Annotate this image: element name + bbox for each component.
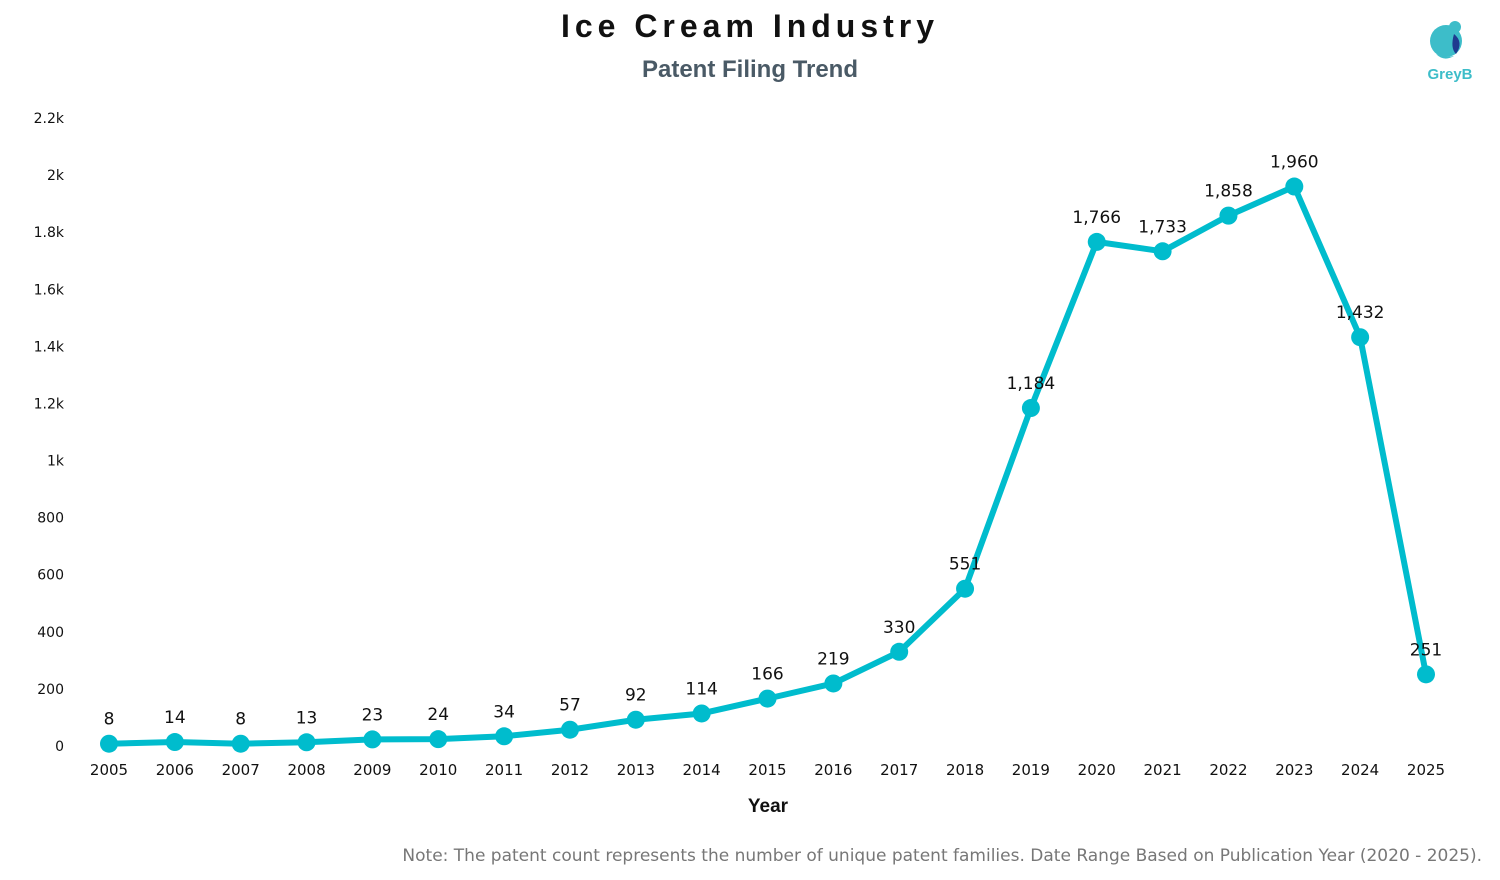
data-label-2024: 1,432: [1336, 303, 1385, 323]
data-label-2010: 24: [427, 705, 449, 725]
x-tick-label: 2006: [156, 761, 194, 779]
y-tick-label: 1k: [47, 454, 65, 470]
data-point-2008[interactable]: [297, 733, 316, 752]
x-tick-label: 2018: [946, 761, 984, 779]
data-point-2018[interactable]: [956, 579, 975, 598]
data-point-2021[interactable]: [1153, 242, 1172, 261]
x-tick-label: 2023: [1275, 761, 1313, 779]
x-tick-label: 2019: [1012, 761, 1050, 779]
data-label-2021: 1,733: [1138, 217, 1187, 237]
data-label-2018: 551: [949, 555, 981, 575]
y-tick-label: 1.8k: [34, 225, 65, 241]
logo-text: GreyB: [1427, 66, 1473, 83]
data-label-2023: 1,960: [1270, 153, 1319, 173]
series-patent-families: [106, 183, 1429, 747]
data-label-2008: 13: [296, 708, 318, 728]
data-label-2016: 219: [817, 649, 849, 669]
y-tick-label: 600: [37, 568, 64, 584]
data-label-2025: 251: [1410, 640, 1442, 660]
y-tick-label: 2k: [47, 168, 65, 184]
data-point-2020[interactable]: [1087, 232, 1106, 251]
x-tick-label: 2010: [419, 761, 457, 779]
data-point-2011[interactable]: [495, 727, 514, 746]
data-point-2019[interactable]: [1021, 399, 1040, 418]
data-points: [100, 177, 1435, 753]
chart-title: Ice Cream Industry: [560, 8, 940, 44]
data-point-2006[interactable]: [165, 733, 184, 752]
data-label-2020: 1,766: [1072, 208, 1121, 228]
x-tick-label: 2009: [353, 761, 391, 779]
x-tick-label: 2020: [1078, 761, 1116, 779]
data-point-2016[interactable]: [824, 674, 843, 693]
data-point-2015[interactable]: [758, 689, 777, 708]
data-label-2009: 23: [362, 705, 384, 725]
data-point-2023[interactable]: [1285, 177, 1304, 196]
x-tick-label: 2016: [814, 761, 852, 779]
footnote: Note: The patent count represents the nu…: [402, 846, 1482, 866]
data-label-2022: 1,858: [1204, 182, 1253, 202]
data-label-2015: 166: [751, 665, 783, 685]
y-tick-label: 0: [55, 739, 64, 755]
data-label-2012: 57: [559, 696, 581, 716]
data-point-2007[interactable]: [231, 734, 250, 753]
data-point-2013[interactable]: [626, 710, 645, 729]
data-label-2005: 8: [104, 710, 115, 730]
data-point-2005[interactable]: [100, 734, 118, 753]
x-tick-label: 2014: [683, 761, 721, 779]
x-axis-label: Year: [748, 796, 789, 817]
x-tick-label: 2015: [748, 761, 786, 779]
x-axis: 2005 2006 2007 2008 2009 2010 2011 2012 2013 2014…: [90, 761, 1445, 779]
y-tick-label: 800: [37, 511, 64, 527]
x-tick-label: 2017: [880, 761, 918, 779]
x-tick-label: 2008: [287, 761, 325, 779]
data-label-2013: 92: [625, 686, 647, 706]
x-tick-label: 2021: [1144, 761, 1182, 779]
data-label-2006: 14: [164, 708, 186, 728]
x-tick-label: 2011: [485, 761, 523, 779]
y-tick-label: 1.2k: [34, 396, 65, 412]
x-tick-label: 2012: [551, 761, 589, 779]
data-label-2011: 34: [493, 702, 515, 722]
data-point-2017[interactable]: [890, 642, 909, 661]
y-tick-label: 1.6k: [34, 282, 65, 298]
data-point-2025[interactable]: [1417, 665, 1435, 684]
data-point-2012[interactable]: [560, 720, 579, 739]
y-tick-label: 1.4k: [34, 339, 65, 355]
x-tick-label: 2005: [90, 761, 128, 779]
data-point-2022[interactable]: [1219, 206, 1238, 225]
x-tick-label: 2025: [1407, 761, 1445, 779]
x-tick-label: 2007: [222, 761, 260, 779]
data-labels: 8 14 8 13 23 24 34 57 92 114 166 219 330 551 1,184 1,76…: [104, 153, 1443, 730]
data-point-2024[interactable]: [1351, 328, 1370, 347]
data-label-2007: 8: [235, 710, 246, 730]
y-tick-label: 400: [37, 625, 64, 641]
y-axis: 0 200 400 600 800 1k 1.2k 1.4k 1.6k 1.8k 2k 2.2k: [34, 111, 65, 755]
y-tick-label: 200: [37, 682, 64, 698]
data-label-2014: 114: [685, 679, 717, 699]
y-tick-label: 2.2k: [34, 111, 65, 127]
data-point-2010[interactable]: [429, 730, 448, 749]
data-label-2019: 1,184: [1007, 374, 1056, 394]
data-point-2014[interactable]: [692, 704, 711, 723]
x-tick-label: 2024: [1341, 761, 1379, 779]
x-tick-label: 2013: [617, 761, 655, 779]
greyb-logo-icon: [1430, 21, 1462, 59]
chart-subtitle: Patent Filing Trend: [641, 56, 858, 83]
data-point-2009[interactable]: [363, 730, 382, 749]
data-label-2017: 330: [883, 618, 915, 638]
greyb-logo: GreyB: [1420, 16, 1480, 92]
series-line: [106, 183, 1429, 747]
x-tick-label: 2022: [1209, 761, 1247, 779]
